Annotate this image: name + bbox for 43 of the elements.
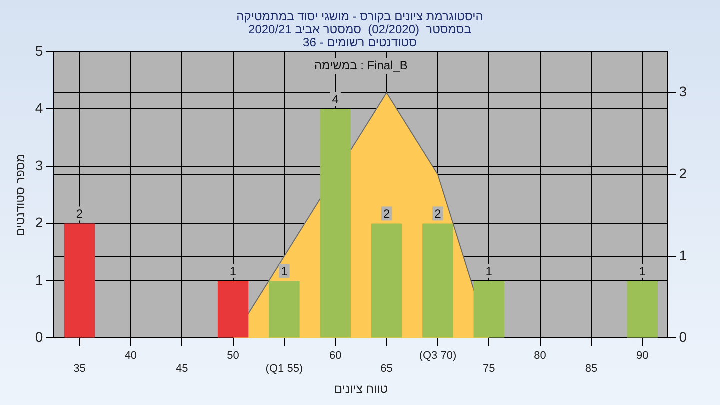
y2-tick-label: 1	[679, 247, 688, 264]
x-axis-title: טווח ציונים	[334, 382, 388, 396]
y-tick-label: 5	[35, 42, 44, 59]
bar	[269, 280, 300, 338]
chart-subtitle: בסמסטר (02/2020) סמסטר אביב 2020/21 סטודנטים רשומים - 36	[248, 22, 472, 50]
data-label: 1	[639, 264, 646, 278]
y-axis-title: מספר סטודנטים	[14, 154, 28, 236]
bar	[422, 224, 454, 338]
data-label: 2	[383, 207, 390, 222]
x-tick-label: 75	[482, 363, 496, 376]
x-tick-label: 50	[227, 350, 240, 362]
data-label: 4	[332, 92, 340, 107]
x-tick-label: (Q3 70)	[419, 350, 457, 362]
data-label: 1	[486, 264, 493, 278]
y-tick-label: 3	[35, 157, 44, 174]
y2-tick-label: 3	[679, 84, 688, 100]
bar	[627, 280, 658, 338]
x-tick-label: 80	[534, 350, 546, 362]
x-tick-label: 60	[329, 350, 342, 362]
bar	[320, 109, 351, 338]
bar	[64, 224, 96, 338]
y2-tick-label: 2	[679, 166, 688, 182]
data-label: 2	[434, 207, 442, 222]
bar	[218, 280, 249, 338]
bar	[474, 280, 504, 338]
x-tick-label: 65	[380, 363, 393, 376]
y-tick-label: 4	[35, 100, 44, 116]
x-tick-label: 40	[124, 350, 138, 362]
y2-tick-label: 0	[679, 329, 688, 346]
x-tick-label: 85	[585, 363, 598, 376]
y-tick-label: 2	[35, 214, 44, 231]
annotation: במשימה : Final_B	[314, 58, 408, 72]
data-label: 1	[281, 264, 288, 278]
y-tick-label: 1	[35, 272, 44, 288]
x-tick-label: 90	[636, 350, 649, 362]
x-tick-label: (Q1 55)	[266, 363, 304, 376]
x-tick-label: 35	[74, 363, 86, 376]
bar	[371, 224, 402, 338]
data-label: 1	[230, 264, 237, 278]
y-tick-label: 0	[35, 329, 44, 346]
data-label: 2	[76, 207, 84, 222]
x-tick-label: 45	[176, 363, 188, 376]
chart-title: היסטוגרמת ציונים בקורס - מושגי יסוד במתמטיקה	[236, 9, 484, 24]
